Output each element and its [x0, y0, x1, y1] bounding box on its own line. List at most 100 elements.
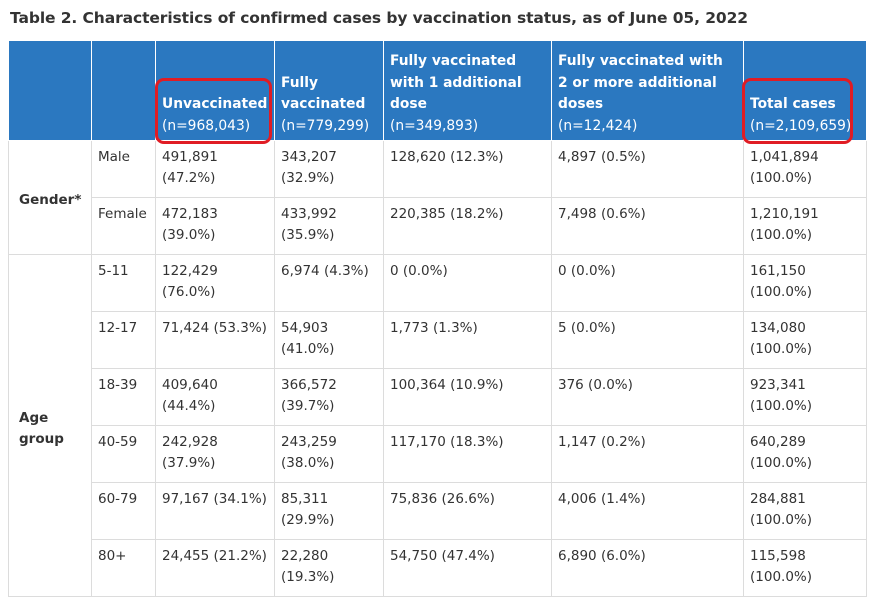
table-cell: 85,311 (29.9%): [274, 482, 384, 540]
row-label: 5-11: [91, 254, 156, 312]
table-cell: 1,041,894 (100.0%): [743, 140, 867, 198]
cell-percent: (100.0%): [750, 341, 813, 357]
header-one-additional-dose: Fully vaccinated with 1 additional dose …: [383, 40, 552, 141]
table-row: 40-59 242,928 (37.9%) 243,259 (38.0%) 117,170…: [9, 425, 867, 483]
cell-value: 366,572: [281, 377, 337, 393]
vaccination-status-table: Unvaccinated (n=968,043) Fully vaccinate…: [8, 40, 867, 597]
table-cell: 6,974 (4.3%): [274, 254, 384, 312]
cell-value: 4,897 (0.5%): [558, 149, 646, 165]
group-gender: Gender*: [8, 140, 92, 255]
table-cell: 5 (0.0%): [551, 311, 744, 369]
cell-value: 243,259: [281, 434, 337, 450]
cell-value: 22,280: [281, 548, 329, 564]
cell-percent: (41.0%): [281, 341, 335, 357]
cell-value: 1,210,191: [750, 206, 819, 222]
table-cell: 284,881 (100.0%): [743, 482, 867, 540]
column-count: (n=2,109,659): [750, 117, 852, 134]
column-label: Total cases: [750, 96, 836, 112]
column-label: Fully vaccinated: [281, 74, 366, 113]
table-cell: 54,903 (41.0%): [274, 311, 384, 369]
table-cell: 6,890 (6.0%): [551, 539, 744, 597]
table-cell: 1,210,191 (100.0%): [743, 197, 867, 255]
table-caption: Table 2. Characteristics of confirmed ca…: [10, 9, 748, 27]
cell-percent: (100.0%): [750, 284, 813, 300]
header-total-cases: Total cases (n=2,109,659): [743, 40, 867, 141]
table-cell: 54,750 (47.4%): [383, 539, 552, 597]
cell-percent: (35.9%): [281, 227, 335, 243]
table-cell: 75,836 (26.6%): [383, 482, 552, 540]
table-row: Age group 5-11 122,429 (76.0%) 6,974 (4.3%) 0…: [8, 254, 867, 597]
column-label: Unvaccinated: [162, 96, 268, 112]
cell-percent: (100.0%): [750, 170, 813, 186]
table-cell: 22,280 (19.3%): [274, 539, 384, 597]
cell-value: 409,640: [162, 377, 218, 393]
cell-value: 0 (0.0%): [558, 263, 616, 279]
cell-percent: (19.3%): [281, 569, 335, 585]
table-cell: 97,167 (34.1%): [155, 482, 275, 540]
cell-value: 343,207: [281, 149, 337, 165]
column-label: Fully vaccinated with 1 additional dose: [390, 53, 522, 112]
table-cell: 0 (0.0%): [383, 254, 552, 312]
cell-value: 1,041,894: [750, 149, 819, 165]
cell-percent: (100.0%): [750, 227, 813, 243]
cell-value: 85,311: [281, 491, 329, 507]
cell-value: 5 (0.0%): [558, 320, 616, 336]
cell-value: 6,974 (4.3%): [281, 263, 369, 279]
cell-value: 376 (0.0%): [558, 377, 633, 393]
table-row: Female 472,183 (39.0%) 433,992 (35.9%) 220,38…: [9, 197, 867, 255]
cell-percent: (76.0%): [162, 284, 216, 300]
table-row: 80+ 24,455 (21.2%) 22,280 (19.3%) 54,750 (47…: [9, 539, 867, 597]
cell-percent: (100.0%): [750, 398, 813, 414]
table-cell: 7,498 (0.6%): [551, 197, 744, 255]
column-count: (n=779,299): [281, 117, 370, 134]
table-cell: 122,429 (76.0%): [155, 254, 275, 312]
table-cell: 161,150 (100.0%): [743, 254, 867, 312]
cell-percent: (38.0%): [281, 455, 335, 471]
row-label: 18-39: [91, 368, 156, 426]
cell-value: 220,385 (18.2%): [390, 206, 504, 222]
cell-value: 24,455 (21.2%): [162, 548, 267, 564]
table-cell: 4,897 (0.5%): [551, 140, 744, 198]
table-cell: 491,891 (47.2%): [155, 140, 275, 198]
cell-percent: (100.0%): [750, 512, 813, 528]
cell-percent: (100.0%): [750, 455, 813, 471]
row-label: 12-17: [91, 311, 156, 369]
table-cell: 100,364 (10.9%): [383, 368, 552, 426]
table-cell: 243,259 (38.0%): [274, 425, 384, 483]
column-label: Fully vaccinated with 2 or more addition…: [558, 53, 723, 112]
table-cell: 71,424 (53.3%): [155, 311, 275, 369]
table-cell: 366,572 (39.7%): [274, 368, 384, 426]
cell-value: 100,364 (10.9%): [390, 377, 504, 393]
cell-value: 4,006 (1.4%): [558, 491, 646, 507]
cell-value: 433,992: [281, 206, 337, 222]
table-cell: 343,207 (32.9%): [274, 140, 384, 198]
table-cell: 409,640 (44.4%): [155, 368, 275, 426]
cell-value: 97,167 (34.1%): [162, 491, 267, 507]
cell-percent: (37.9%): [162, 455, 216, 471]
table-cell: 128,620 (12.3%): [383, 140, 552, 198]
table-cell: 1,773 (1.3%): [383, 311, 552, 369]
table-cell: 117,170 (18.3%): [383, 425, 552, 483]
table-cell: 134,080 (100.0%): [743, 311, 867, 369]
table-cell: 433,992 (35.9%): [274, 197, 384, 255]
row-label: Female: [91, 197, 156, 255]
column-count: (n=12,424): [558, 117, 638, 134]
cell-value: 7,498 (0.6%): [558, 206, 646, 222]
cell-value: 1,147 (0.2%): [558, 434, 646, 450]
cell-percent: (47.2%): [162, 170, 216, 186]
row-label: 40-59: [91, 425, 156, 483]
row-label: Male: [91, 140, 156, 198]
row-label: 60-79: [91, 482, 156, 540]
cell-value: 242,928: [162, 434, 218, 450]
cell-value: 640,289: [750, 434, 806, 450]
header-unvaccinated: Unvaccinated (n=968,043): [155, 40, 275, 141]
cell-value: 1,773 (1.3%): [390, 320, 478, 336]
cell-value: 75,836 (26.6%): [390, 491, 495, 507]
cell-percent: (39.0%): [162, 227, 216, 243]
cell-percent: (44.4%): [162, 398, 216, 414]
row-label: 80+: [91, 539, 156, 597]
header-blank-group: [8, 40, 92, 141]
cell-value: 284,881: [750, 491, 806, 507]
table-cell: 115,598 (100.0%): [743, 539, 867, 597]
group-age: Age group: [8, 254, 92, 597]
